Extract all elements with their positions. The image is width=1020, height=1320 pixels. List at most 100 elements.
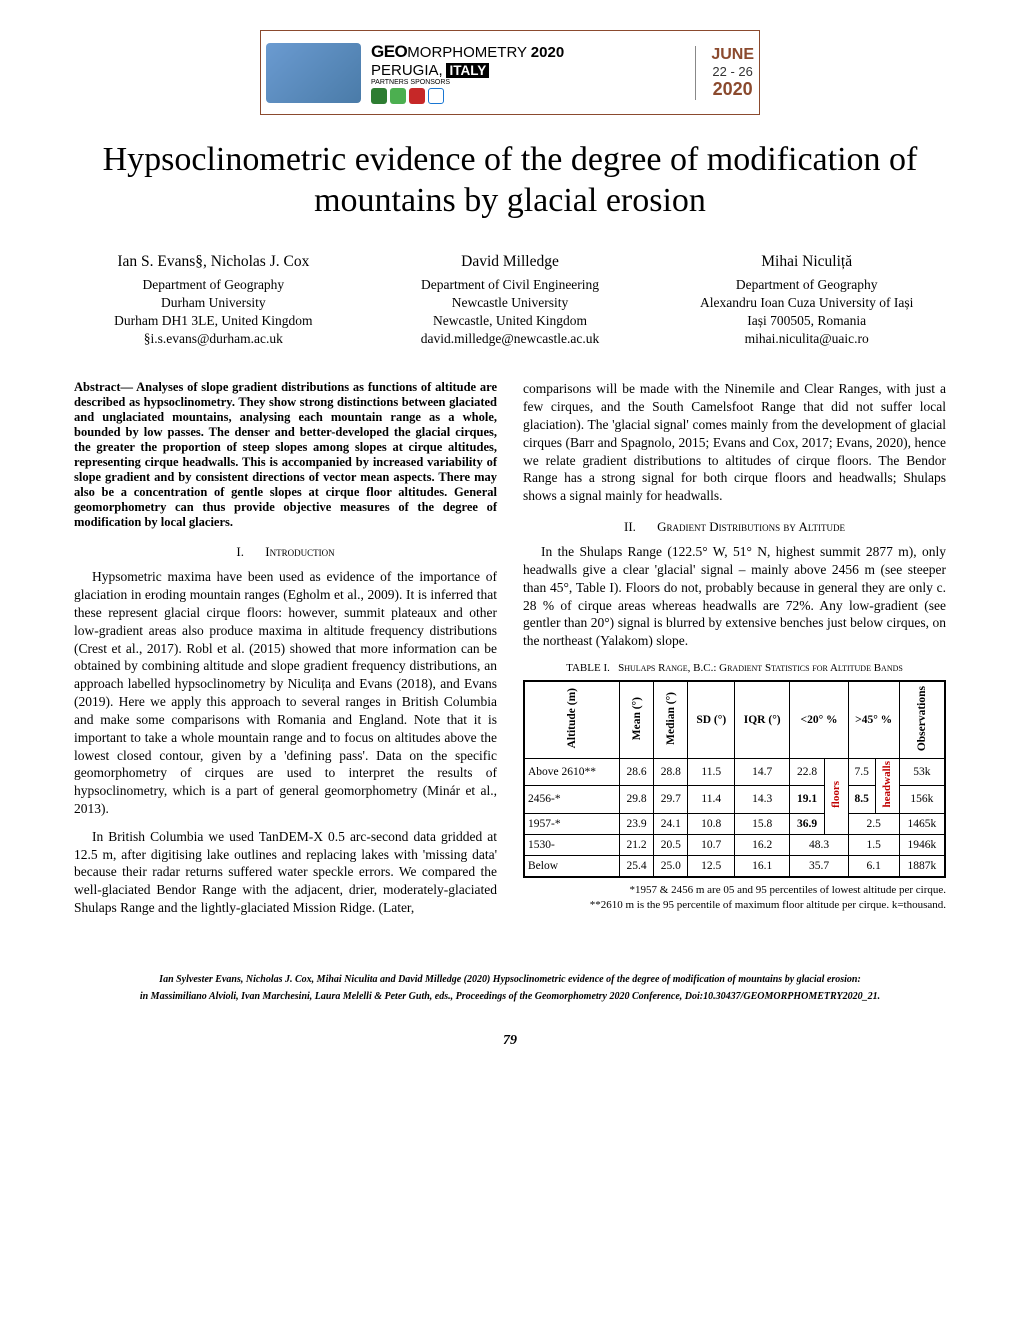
author-email: david.milledge@newcastle.ac.uk	[371, 330, 650, 348]
author-dept: Department of Civil Engineering	[371, 276, 650, 294]
cell: 29.7	[654, 786, 688, 813]
body-columns: Abstract— Analyses of slope gradient dis…	[74, 380, 946, 926]
authors-row: Ian S. Evans§, Nicholas J. Cox Departmen…	[74, 252, 946, 349]
cell: 53k	[899, 759, 945, 786]
author-name: David Milledge	[371, 252, 650, 273]
banner-date: JUNE 22 - 26 2020	[695, 46, 754, 100]
cell: 11.5	[688, 759, 735, 786]
cell: 1957-*	[524, 813, 619, 834]
author-block: David Milledge Department of Civil Engin…	[371, 252, 650, 349]
section-title: Gradient Distributions by Altitude	[657, 519, 845, 534]
paper-title: Hypsoclinometric evidence of the degree …	[74, 140, 946, 222]
data-table: Altitude (m) Mean (°) Median (°) SD (°) …	[523, 680, 946, 878]
citation-line: Ian Sylvester Evans, Nicholas J. Cox, Mi…	[74, 971, 946, 988]
conference-banner: GEOMORPHOMETRY 2020 PERUGIA, ITALY PARTN…	[260, 30, 760, 115]
author-email: §i.s.evans@durham.ac.uk	[74, 330, 353, 348]
cell: 23.9	[619, 813, 653, 834]
author-block: Mihai Niculiță Department of Geography A…	[667, 252, 946, 349]
banner-yyyy: 2020	[711, 79, 754, 100]
cell: Above 2610**	[524, 759, 619, 786]
table-caption: TABLE I. Shulaps Range, B.C.: Gradient S…	[523, 662, 946, 674]
author-addr: Newcastle, United Kingdom	[371, 312, 650, 330]
table-row: 1530- 21.2 20.5 10.7 16.2 48.3 1.5 1946k	[524, 834, 945, 855]
cell: 28.6	[619, 759, 653, 786]
section-heading: I. Introduction	[74, 544, 497, 560]
author-dept: Department of Geography	[667, 276, 946, 294]
abstract: Abstract— Analyses of slope gradient dis…	[74, 380, 497, 530]
table-row: Above 2610** 28.6 28.8 11.5 14.7 22.8 fl…	[524, 759, 945, 786]
section-number: II.	[624, 519, 636, 534]
page-number: 79	[74, 1033, 946, 1049]
banner-partners-label: PARTNERS SPONSORS	[371, 79, 695, 86]
table-row: Below 25.4 25.0 12.5 16.1 35.7 6.1 1887k	[524, 855, 945, 877]
th-gt45: >45° %	[848, 681, 899, 759]
paragraph: comparisons will be made with the Ninemi…	[523, 380, 946, 505]
cell: Below	[524, 855, 619, 877]
author-uni: Durham University	[74, 294, 353, 312]
cell: 1.5	[848, 834, 899, 855]
partner-icon	[390, 88, 406, 104]
cell: 6.1	[848, 855, 899, 877]
table-footnote: **2610 m is the 95 percentile of maximum…	[523, 899, 946, 911]
author-email: mihai.niculita@uaic.ro	[667, 330, 946, 348]
cell: 11.4	[688, 786, 735, 813]
cell: 2456-*	[524, 786, 619, 813]
banner-text: GEOMORPHOMETRY 2020 PERUGIA, ITALY PARTN…	[371, 42, 695, 104]
th-sd: SD (°)	[688, 681, 735, 759]
author-block: Ian S. Evans§, Nicholas J. Cox Departmen…	[74, 252, 353, 349]
cell: 16.2	[735, 834, 790, 855]
author-dept: Department of Geography	[74, 276, 353, 294]
banner-month: JUNE	[711, 46, 754, 64]
cell: 7.5	[848, 759, 875, 786]
cell: 20.5	[654, 834, 688, 855]
headwalls-label: headwalls	[875, 759, 899, 813]
th-obs: Observations	[899, 681, 945, 759]
th-mean: Mean (°)	[619, 681, 653, 759]
paragraph: In British Columbia we used TanDEM-X 0.5…	[74, 828, 497, 917]
cell: 1946k	[899, 834, 945, 855]
banner-geo: GEO	[371, 42, 407, 61]
author-name: Ian S. Evans§, Nicholas J. Cox	[74, 252, 353, 273]
table-header-row: Altitude (m) Mean (°) Median (°) SD (°) …	[524, 681, 945, 759]
cell: 14.7	[735, 759, 790, 786]
banner-morph: MORPHOMETRY	[407, 44, 527, 61]
th-iqr: IQR (°)	[735, 681, 790, 759]
table-label: TABLE I.	[566, 662, 610, 674]
author-uni: Alexandru Ioan Cuza University of Iași	[667, 294, 946, 312]
cell: 22.8	[790, 759, 824, 786]
partner-icon	[428, 88, 444, 104]
cell: 21.2	[619, 834, 653, 855]
cell: 16.1	[735, 855, 790, 877]
cell: 14.3	[735, 786, 790, 813]
cell: 28.8	[654, 759, 688, 786]
cell: 19.1	[790, 786, 824, 813]
cell: 156k	[899, 786, 945, 813]
cell: 25.0	[654, 855, 688, 877]
author-uni: Newcastle University	[371, 294, 650, 312]
citation-footer: Ian Sylvester Evans, Nicholas J. Cox, Mi…	[74, 971, 946, 1005]
cell: 48.3	[790, 834, 848, 855]
table-footnote: *1957 & 2456 m are 05 and 95 percentiles…	[523, 884, 946, 896]
author-addr: Iași 700505, Romania	[667, 312, 946, 330]
author-name: Mihai Niculiță	[667, 252, 946, 273]
cell: 15.8	[735, 813, 790, 834]
paragraph: In the Shulaps Range (122.5° W, 51° N, h…	[523, 543, 946, 650]
cell: 12.5	[688, 855, 735, 877]
cell: 25.4	[619, 855, 653, 877]
cell: 35.7	[790, 855, 848, 877]
banner-country: ITALY	[446, 63, 489, 78]
cell: 10.8	[688, 813, 735, 834]
th-lt20: <20° %	[790, 681, 848, 759]
paragraph: Hypsometric maxima have been used as evi…	[74, 568, 497, 817]
section-title: Introduction	[265, 544, 334, 559]
partner-icon	[371, 88, 387, 104]
table-caption-text: Shulaps Range, B.C.: Gradient Statistics…	[618, 662, 903, 674]
cell: 1530-	[524, 834, 619, 855]
cell: 2.5	[848, 813, 899, 834]
banner-city: PERUGIA,	[371, 62, 443, 79]
partner-icon	[409, 88, 425, 104]
table-row: 1957-* 23.9 24.1 10.8 15.8 36.9 2.5 1465…	[524, 813, 945, 834]
floors-label: floors	[824, 759, 848, 834]
cell: 36.9	[790, 813, 824, 834]
cell: 24.1	[654, 813, 688, 834]
